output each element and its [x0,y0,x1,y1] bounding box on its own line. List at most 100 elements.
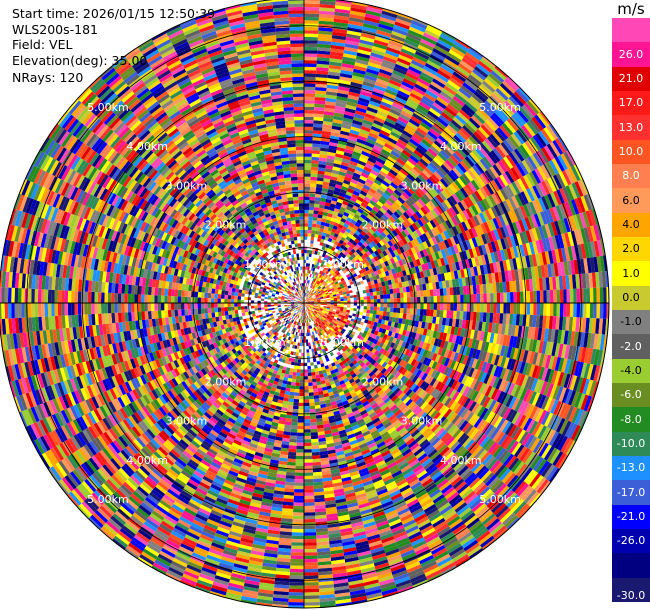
velocity-gate [520,303,524,315]
velocity-gate [573,303,577,318]
velocity-gate [366,65,381,72]
velocity-gate [440,303,444,311]
velocity-gate [370,52,385,60]
velocity-gate [311,166,319,171]
velocity-gate [439,33,456,44]
velocity-gate [326,87,338,93]
velocity-gate [319,150,328,156]
velocity-gate [304,100,315,104]
velocity-gate [315,187,323,192]
velocity-gate [304,179,311,184]
velocity-gate [325,233,331,238]
velocity-gate [333,208,340,213]
velocity-gate [329,256,333,262]
velocity-gate [364,13,381,21]
velocity-gate [334,204,341,210]
velocity-gate [423,65,438,76]
velocity-gate [424,62,439,73]
velocity-gate [546,303,551,316]
velocity-gate [331,214,338,220]
velocity-gate [345,145,355,152]
velocity-gate [396,292,401,299]
velocity-gate [304,143,313,147]
velocity-gate [313,110,325,115]
velocity-gate [340,69,354,76]
velocity-gate [316,57,330,62]
velocity-gate [500,303,504,314]
velocity-gate [304,183,311,187]
velocity-gate [330,304,334,307]
velocity-gate [308,277,311,281]
velocity-gate [318,30,333,35]
velocity-gate [330,231,336,237]
velocity-gate [311,226,316,231]
velocity-gate [329,142,338,147]
velocity-gate [340,189,347,195]
velocity-gate [322,264,326,269]
velocity-gate [386,289,390,295]
velocity-gate [486,293,491,303]
velocity-gate [364,163,374,170]
velocity-gate [304,243,308,247]
velocity-gate [318,27,333,32]
velocity-gate [304,296,305,300]
velocity-gate [308,273,311,277]
velocity-gate [449,287,454,296]
velocity-gate [363,296,368,300]
velocity-gate [410,297,414,303]
velocity-gate [313,271,316,275]
velocity-gate [304,249,307,254]
velocity-gate [307,276,310,281]
velocity-gate [331,35,347,41]
velocity-gate [406,32,422,42]
velocity-gate [332,251,337,256]
velocity-gate [328,145,338,150]
velocity-gate [380,298,384,303]
velocity-gate [320,256,325,261]
velocity-gate [305,293,307,297]
velocity-gate [397,303,401,308]
velocity-gate [360,299,364,303]
velocity-gate [304,130,314,134]
velocity-gate [315,77,328,82]
velocity-gate [370,169,379,177]
velocity-gate [417,296,421,303]
velocity-gate [304,126,314,131]
velocity-gate [400,110,413,119]
velocity-gate [424,29,440,40]
velocity-gate [315,244,320,249]
velocity-gate [323,117,334,123]
velocity-gate [405,313,410,320]
velocity-gate [377,75,390,83]
velocity-gate [311,281,314,285]
velocity-gate [553,289,557,303]
velocity-gate [334,187,341,193]
velocity-gate [348,20,364,27]
velocity-gate [378,154,388,162]
velocity-gate [366,306,371,310]
velocity-gate [348,163,357,170]
velocity-gate [343,223,349,229]
velocity-gate [358,97,370,104]
velocity-gate [311,163,319,168]
velocity-gate [367,303,371,307]
velocity-gate [363,306,368,310]
velocity-gate [355,141,365,148]
velocity-gate [420,38,436,48]
velocity-gate [386,311,390,317]
velocity-gate [326,216,332,221]
velocity-field [0,0,609,608]
velocity-gate [344,220,351,226]
velocity-gate [429,289,434,297]
velocity-gate [350,126,361,133]
velocity-gate [345,191,353,197]
velocity-gate [363,116,375,123]
velocity-gate [362,312,367,317]
velocity-gate [310,173,318,178]
velocity-gate [318,245,323,250]
velocity-gate [426,296,431,303]
velocity-gate [352,205,359,211]
velocity-gate [344,148,354,155]
velocity-gate [308,206,315,211]
velocity-gate [479,312,484,322]
